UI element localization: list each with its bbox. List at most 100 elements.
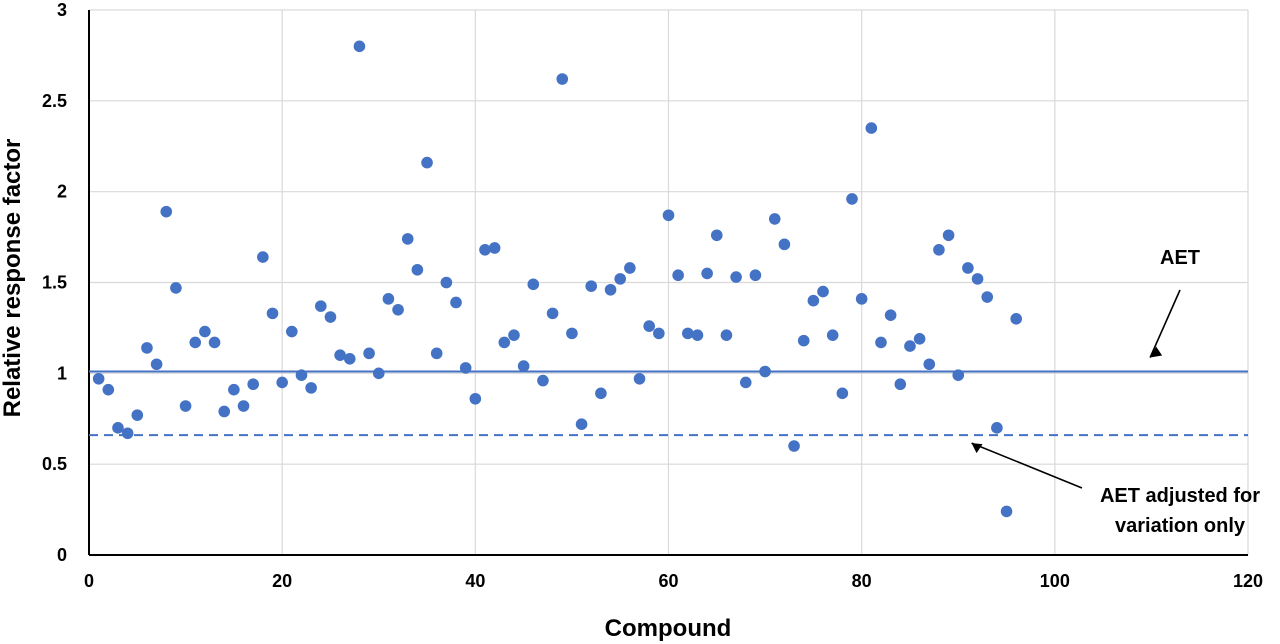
data-point	[710, 229, 723, 242]
x-tick-label: 0	[84, 571, 94, 591]
y-tick-label: 1.5	[42, 273, 67, 293]
data-point	[807, 294, 820, 307]
data-point	[952, 369, 965, 381]
data-point	[768, 213, 781, 225]
data-point	[585, 280, 598, 292]
data-point	[372, 367, 385, 380]
data-point	[247, 378, 259, 391]
data-point	[208, 336, 221, 349]
data-point	[643, 320, 655, 332]
data-point	[228, 383, 240, 396]
data-point	[199, 325, 211, 338]
data-point	[421, 156, 433, 169]
data-point	[826, 329, 839, 341]
data-point	[517, 360, 530, 372]
data-point	[991, 422, 1003, 434]
data-point	[797, 334, 810, 347]
y-tick-label: 1	[57, 363, 67, 383]
y-tick-label: 2	[57, 182, 67, 202]
data-point	[653, 327, 665, 340]
data-point	[121, 427, 134, 440]
data-point	[720, 329, 733, 341]
data-point	[469, 392, 482, 405]
data-point	[1000, 505, 1013, 518]
data-point	[662, 209, 675, 222]
y-tick-label: 0.5	[42, 454, 67, 474]
data-point	[894, 378, 907, 391]
data-point	[450, 296, 462, 309]
aet-adjusted-label: AET adjusted for	[1100, 485, 1260, 507]
data-point	[363, 347, 375, 360]
data-point	[343, 353, 356, 365]
y-tick-label: 3	[57, 0, 67, 20]
data-point	[382, 293, 395, 305]
x-tick-label: 20	[272, 571, 292, 591]
data-point	[836, 387, 849, 400]
data-point	[266, 307, 279, 320]
x-tick-label: 40	[465, 571, 485, 591]
aet-arrow	[1149, 289, 1181, 358]
data-point	[170, 282, 182, 294]
data-point	[479, 244, 491, 256]
x-tick-label: 60	[658, 571, 678, 591]
data-point	[865, 122, 878, 134]
x-tick-label: 80	[852, 571, 872, 591]
data-point	[160, 205, 173, 218]
data-point	[1010, 313, 1022, 325]
data-point	[884, 309, 897, 322]
data-point	[334, 349, 346, 361]
data-point	[131, 409, 144, 421]
data-point	[546, 307, 559, 320]
data-point	[971, 273, 984, 285]
reference-lines	[89, 370, 1248, 437]
data-point	[624, 262, 636, 274]
data-point	[257, 251, 269, 263]
data-point	[92, 372, 105, 385]
data-point	[315, 300, 327, 312]
data-point	[933, 244, 945, 256]
data-point	[604, 283, 617, 296]
data-point	[150, 358, 163, 371]
data-point	[913, 333, 926, 345]
data-point	[682, 327, 694, 340]
data-point	[411, 263, 424, 276]
data-point	[855, 293, 868, 305]
data-point	[904, 340, 916, 352]
data-point	[286, 325, 298, 338]
aet-adjusted-arrow	[971, 442, 1083, 489]
data-point	[498, 336, 511, 349]
x-axis-title: Compound	[605, 615, 732, 642]
data-point	[537, 374, 549, 387]
data-point	[353, 40, 366, 53]
data-point	[179, 400, 192, 412]
y-tick-label: 0	[57, 545, 67, 565]
data-point	[508, 329, 520, 341]
data-point	[691, 329, 704, 341]
data-point	[595, 387, 607, 400]
data-point	[633, 372, 646, 385]
data-point	[141, 342, 153, 354]
data-point	[778, 238, 791, 251]
data-point	[276, 376, 288, 389]
x-tick-label: 100	[1040, 571, 1070, 591]
data-point	[566, 327, 578, 340]
data-point	[923, 358, 936, 371]
data-point	[392, 303, 404, 316]
data-point	[846, 193, 858, 205]
data-point	[527, 278, 540, 291]
aet-arrowhead	[1150, 346, 1163, 358]
data-point	[749, 269, 762, 282]
data-point	[459, 362, 472, 374]
data-point	[739, 376, 752, 389]
axes	[88, 10, 1248, 556]
tick-labels: 0 20 40 60 80 100 120 0 0.5 1 1.5 2 2.5 3	[42, 0, 1263, 591]
data-point	[440, 276, 453, 289]
data-point	[962, 262, 974, 274]
data-point	[218, 405, 231, 418]
data-point	[575, 418, 588, 431]
gridlines	[89, 9, 1249, 555]
data-point	[430, 347, 443, 360]
data-point	[759, 365, 771, 378]
aet-adjusted-arrowhead	[971, 443, 983, 454]
